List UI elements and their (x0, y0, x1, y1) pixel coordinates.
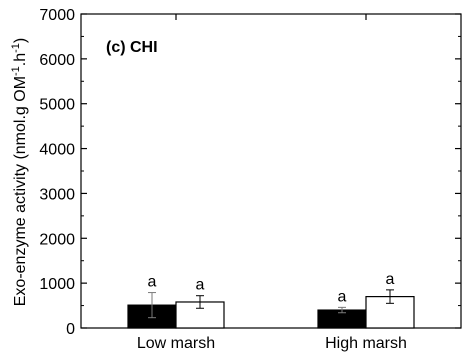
y-tick-label-2: 2000 (39, 231, 75, 248)
y-tick-label-3: 3000 (39, 186, 75, 203)
y-axis-title: Exo-enzyme activity (nmol.g OM-1.h-1) (10, 38, 29, 307)
y-tick-label-1: 1000 (39, 276, 75, 293)
significance-label-0-1: a (196, 277, 205, 294)
x-tick-label-1: High marsh (325, 335, 407, 352)
y-axis-title-mid: .h (12, 53, 29, 66)
significance-label-1-0: a (338, 288, 347, 305)
significance-label-0-0: a (148, 274, 157, 291)
plot-frame (80, 13, 462, 329)
panel-label: (c) CHI (106, 39, 158, 56)
y-tick-label-4: 4000 (39, 142, 75, 159)
x-tick-label-0: Low marsh (137, 335, 215, 352)
bar-1-1 (365, 296, 415, 329)
plot-border (80, 13, 462, 329)
y-tick-label-6: 6000 (39, 52, 75, 69)
y-axis-title-main: Exo-enzyme activity (nmol.g OM (12, 76, 29, 306)
significance-label-1-1: a (386, 271, 395, 288)
y-tick-label-7: 7000 (39, 7, 75, 24)
y-tick-label-0: 0 (66, 321, 75, 338)
x-axis: Low marsh High marsh (137, 14, 407, 352)
y-axis-title-sup1: -1 (10, 66, 22, 76)
bars: a a a a (127, 271, 415, 329)
y-axis-title-sup2: -1 (10, 43, 22, 53)
y-axis-title-end: ) (12, 38, 29, 43)
y-axis: 0 1000 2000 3000 4000 5000 6000 7000 (39, 7, 461, 338)
y-tick-label-5: 5000 (39, 97, 75, 114)
